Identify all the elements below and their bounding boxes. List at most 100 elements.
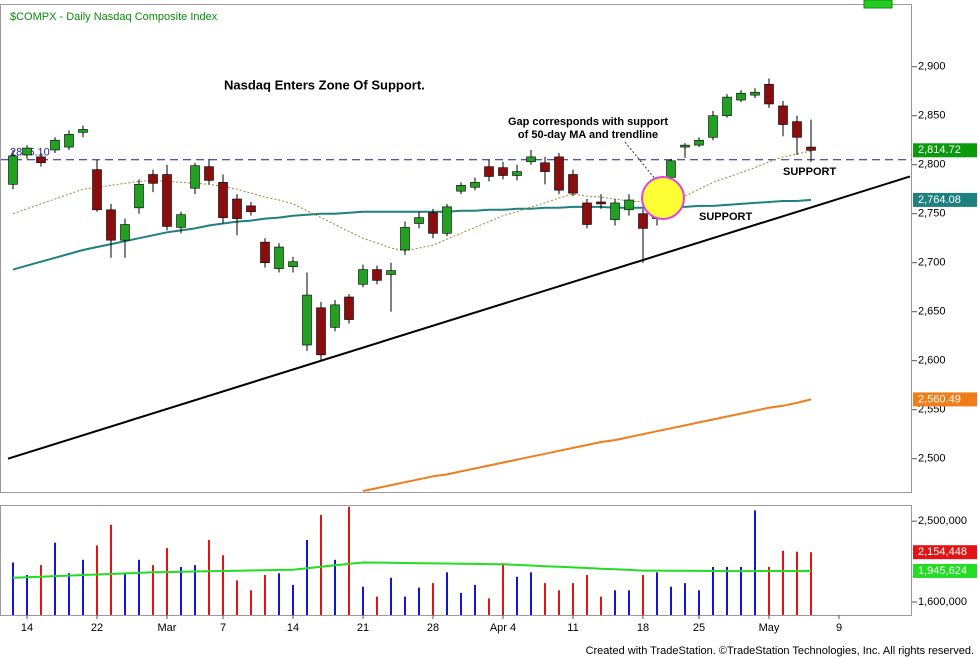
candle-body [442, 206, 452, 234]
volume-bar [166, 548, 168, 615]
volume-bar [502, 563, 504, 615]
volume-bar [40, 565, 42, 615]
candle-body [176, 214, 186, 228]
candle-body [386, 270, 396, 275]
volume-bar [656, 572, 658, 615]
volume-bar [418, 587, 420, 615]
volume-bar [96, 545, 98, 615]
volume-panel [0, 505, 912, 616]
volume-bar [446, 572, 448, 615]
volume-bar [292, 584, 294, 615]
candle-body [526, 156, 536, 163]
candle-body [106, 209, 116, 241]
candle-body [8, 155, 18, 185]
support-label: SUPPORT [783, 166, 836, 178]
volume-bar [530, 572, 532, 615]
candle-body [582, 202, 592, 225]
volume-bar [572, 583, 574, 615]
plot-area: 2,500 2,550 2,600 2,650 2,700 2,750 2,800 2,850… [1, 61, 967, 634]
candle-body [204, 166, 214, 181]
volume-bar [390, 577, 392, 615]
annotations: Nasdaq Enters Zone Of Support. Gap corre… [224, 77, 836, 222]
volume-bar [740, 566, 742, 615]
candle-body [764, 84, 774, 105]
x-tick-label: 25 [693, 622, 705, 634]
candle-body [330, 304, 340, 328]
price-tags: 2,764.08 2,560.49 2,814.72 2,154,448 1,945,6… [913, 143, 977, 578]
price-tag [913, 192, 977, 207]
candle-body [288, 261, 298, 267]
volume-tick-label: 2,500,000 [918, 515, 967, 527]
gap-note: Gap corresponds with support [508, 116, 668, 128]
candle-body [568, 174, 578, 194]
candle-body [554, 156, 564, 191]
candle-body [708, 115, 718, 138]
volume-bar [334, 559, 336, 615]
candle-body [120, 224, 130, 241]
volume-bar [138, 559, 140, 615]
x-tick-label: Mar [158, 622, 177, 634]
volume-bar [362, 586, 364, 615]
candle-body [736, 92, 746, 101]
volume-bar [124, 573, 126, 615]
price-tag-label: 1,945,624 [918, 565, 967, 577]
candle-body [218, 182, 228, 218]
volume-bar [628, 590, 630, 615]
volume-bar [726, 566, 728, 615]
y-tick-label: 2,600 [918, 355, 946, 367]
candle-body [456, 184, 466, 192]
candle-body [274, 246, 284, 269]
y-tick-label: 2,750 [918, 208, 946, 220]
volume-bar [810, 552, 812, 615]
volume-bar [82, 559, 84, 615]
header-title: $COMPX - Daily Nasdaq Composite Index [10, 11, 218, 23]
price-tag [913, 143, 977, 158]
candle-body [722, 96, 732, 117]
candle-body [148, 174, 158, 184]
candle-body [624, 199, 634, 211]
gap-highlight [641, 176, 685, 220]
x-tick-label: May [759, 622, 780, 634]
volume-bar [348, 506, 350, 615]
volume-bar [180, 566, 182, 615]
candle-body [344, 296, 354, 320]
candle-body [92, 169, 102, 211]
candle-body [610, 202, 620, 220]
x-tick-label: 11 [567, 622, 578, 634]
price-panel [0, 4, 912, 493]
volume-bar [768, 566, 770, 615]
volume-average [12, 561, 812, 579]
candle-body [134, 184, 144, 209]
candle-body [638, 213, 648, 229]
volume-bar [642, 575, 644, 615]
candle-body [36, 156, 46, 164]
candle-body [680, 144, 690, 148]
candle-body [232, 198, 242, 219]
candle-body [694, 139, 704, 146]
volume-bar [236, 580, 238, 615]
y-tick-label: 2,650 [918, 306, 946, 318]
volume-bar [54, 542, 56, 615]
volume-tick-label: 1,600,000 [918, 596, 967, 608]
candle-body [78, 129, 88, 133]
volume-bar [26, 575, 28, 615]
volume-bar [670, 586, 672, 615]
candle-body [372, 269, 382, 281]
candle-body [498, 167, 508, 176]
headline: Nasdaq Enters Zone Of Support. [224, 77, 425, 92]
x-tick-label: 9 [836, 622, 842, 634]
candle-body [302, 294, 312, 346]
candle-body [512, 171, 522, 176]
x-tick-label: 14 [21, 622, 33, 634]
volume-bar [376, 596, 378, 615]
volume-bar [558, 590, 560, 615]
candle-body [22, 147, 32, 156]
volume-bar [152, 565, 154, 615]
candle-body [470, 182, 480, 188]
y-tick-label: 2,900 [918, 61, 946, 73]
x-tick-label: 28 [427, 622, 439, 634]
gap-note: of 50-day MA and trendline [518, 129, 658, 141]
candle-body [260, 241, 270, 264]
x-tick-label: Apr 4 [490, 622, 516, 634]
support-label: SUPPORT [699, 211, 752, 223]
